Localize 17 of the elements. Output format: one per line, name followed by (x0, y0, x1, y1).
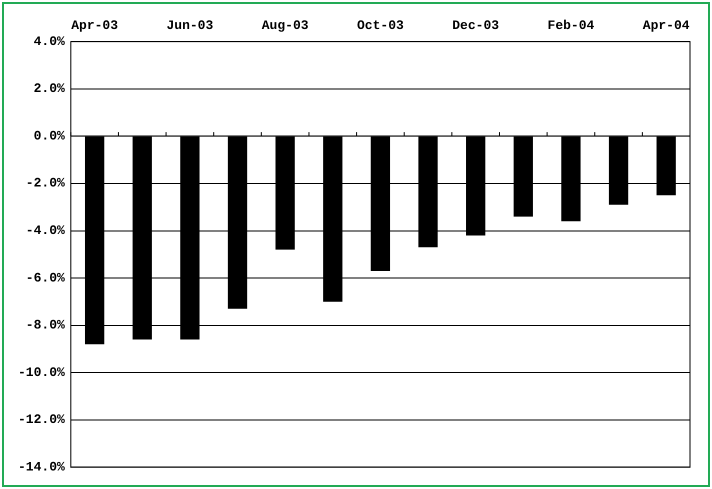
x-tick-label: Oct-03 (357, 18, 404, 34)
y-tick-label: 2.0% (34, 81, 65, 96)
x-tick-label: Apr-03 (71, 18, 118, 34)
y-tick-label: 0.0% (34, 128, 65, 144)
y-tick-label: -2.0% (26, 176, 65, 191)
x-tick-label: Aug-03 (262, 18, 309, 34)
y-tick-label: -14.0% (18, 459, 65, 474)
x-tick-label: Feb-04 (548, 18, 595, 34)
y-tick-label: -8.0% (26, 318, 65, 333)
y-tick-label: 4.0% (34, 34, 65, 49)
y-tick-label: -6.0% (26, 270, 65, 286)
y-tick-label: -4.0% (26, 223, 65, 238)
y-tick-label: -12.0% (18, 412, 65, 428)
y-tick-label: -10.0% (18, 364, 65, 380)
x-tick-label: Jun-03 (166, 18, 214, 34)
x-tick-label: Dec-03 (452, 18, 500, 34)
x-tick-label: Apr-04 (642, 18, 690, 34)
